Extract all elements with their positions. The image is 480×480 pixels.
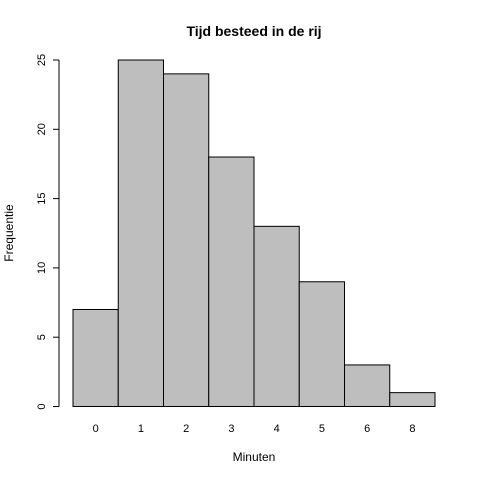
y-tick-label-20: 20 (36, 123, 48, 135)
bar-4 (253, 225, 300, 407)
y-tick-label-5: 5 (36, 334, 48, 340)
x-axis-tick-labels: 0 1 2 3 4 5 6 8 (93, 423, 416, 435)
y-tick-label-25: 25 (36, 54, 48, 66)
bar-2 (163, 73, 210, 408)
bar-8 (389, 392, 436, 408)
bar-5 (298, 281, 345, 408)
y-tick-label-10: 10 (36, 262, 48, 274)
bar-6 (344, 364, 391, 408)
y-axis: 0 5 10 15 20 25 (36, 54, 60, 410)
y-tick-label-15: 15 (36, 192, 48, 204)
x-axis-label: Minuten (233, 450, 276, 464)
bar-3 (208, 156, 255, 407)
x-tick-label-3: 3 (228, 423, 234, 435)
x-tick-label-8: 8 (409, 423, 415, 435)
x-tick-label-5: 5 (319, 423, 325, 435)
x-tick-label-0: 0 (93, 423, 99, 435)
y-tick-label-0: 0 (36, 403, 48, 409)
bars-group (72, 59, 436, 408)
x-tick-label-6: 6 (364, 423, 370, 435)
bar-0 (72, 308, 119, 408)
x-tick-label-2: 2 (183, 423, 189, 435)
x-tick-label-4: 4 (274, 423, 280, 435)
bar-1 (117, 59, 164, 407)
y-axis-label: Frequentie (2, 204, 16, 262)
chart-title: Tijd besteed in de rij (186, 23, 321, 39)
x-tick-label-1: 1 (138, 423, 144, 435)
